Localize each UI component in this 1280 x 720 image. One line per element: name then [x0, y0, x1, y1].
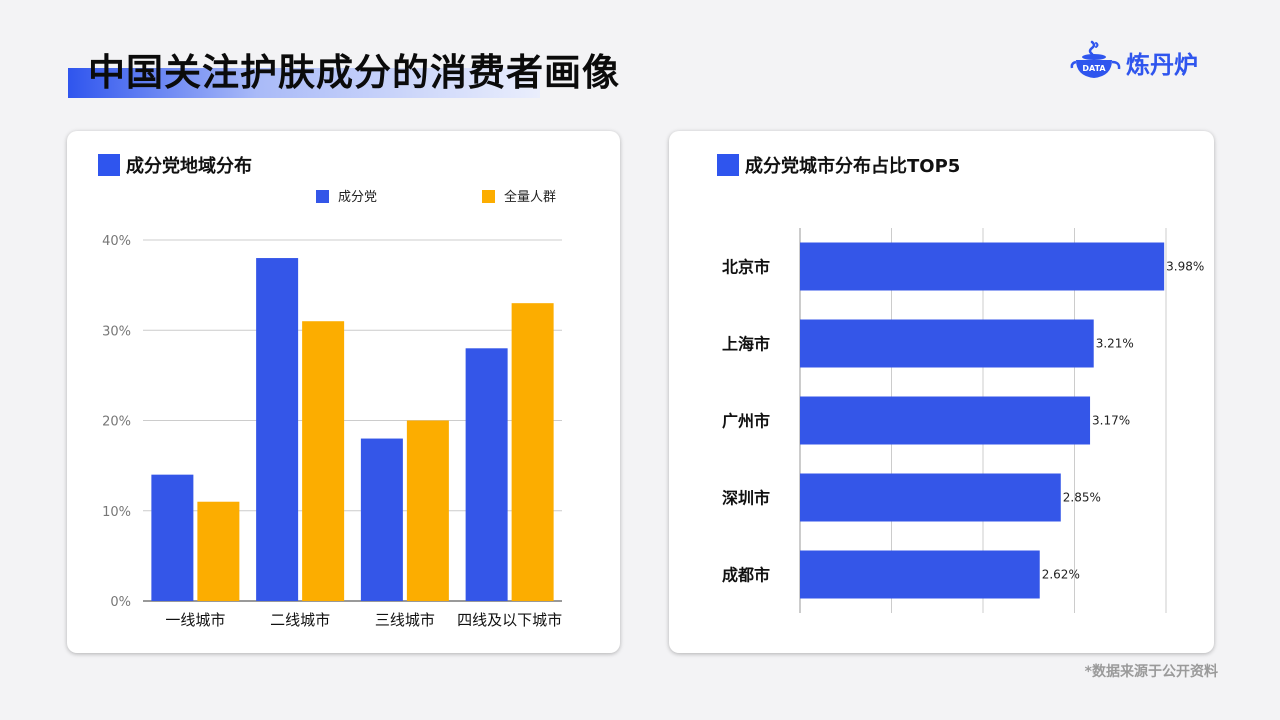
region-bar-chart: 成分党 全量人群 0% 10% 20% 30% 40% 一线城市 二线城市 三线城市 四线及以下城市	[102, 189, 562, 629]
data-label: 3.98%	[1166, 260, 1204, 274]
bar	[800, 396, 1091, 445]
brand-badge: DATA	[1082, 64, 1106, 73]
city-top5-card: 成分党城市分布占比TOP5 北京市 3.98% 上海市 3.21% 广州市 3.17% 深圳…	[669, 131, 1214, 653]
brand-name: 炼丹炉	[1126, 51, 1198, 79]
bar-primary	[256, 258, 299, 601]
x-tick-label: 三线城市	[375, 611, 435, 629]
city-card-heading: 成分党城市分布占比TOP5	[717, 153, 960, 177]
bar	[800, 550, 1040, 599]
bar-primary	[360, 438, 403, 601]
heading-square-icon	[717, 154, 739, 176]
y-tick-label: 30%	[102, 324, 131, 339]
y-category-label: 成都市	[722, 566, 770, 585]
heading-square-icon	[98, 154, 120, 176]
x-tick-label: 一线城市	[165, 611, 225, 629]
y-tick-label: 10%	[102, 505, 131, 520]
city-horizontal-bar-chart: 北京市 3.98% 上海市 3.21% 广州市 3.17% 深圳市 2.85% 成都市 2.62%	[722, 228, 1204, 613]
y-tick-label: 0%	[110, 595, 131, 610]
bar	[800, 319, 1094, 368]
x-tick-label: 四线及以下城市	[457, 611, 562, 629]
y-category-label: 北京市	[722, 258, 770, 277]
y-tick-label: 20%	[102, 415, 131, 430]
page-title: 中国关注护肤成分的消费者画像	[88, 51, 620, 94]
region-card-title: 成分党地域分布	[126, 156, 252, 177]
bar	[800, 242, 1165, 291]
legend-label: 成分党	[338, 190, 377, 205]
y-category-label: 深圳市	[722, 489, 770, 508]
title-highlight-bar	[68, 68, 540, 98]
bar-secondary	[302, 321, 345, 601]
bar-secondary	[197, 501, 240, 601]
bar-secondary	[406, 420, 449, 601]
data-label: 2.62%	[1042, 568, 1080, 582]
data-label: 2.85%	[1063, 491, 1101, 505]
y-category-label: 上海市	[722, 335, 770, 354]
data-label: 3.17%	[1092, 414, 1130, 428]
bar-primary	[465, 348, 508, 601]
alembic-logo-icon: DATA	[1070, 40, 1121, 78]
legend-label: 全量人群	[504, 189, 556, 205]
bar-secondary	[511, 303, 554, 601]
city-card-title: 成分党城市分布占比TOP5	[745, 156, 961, 177]
region-distribution-card: 成分党地域分布 成分党 全量人群 0% 10% 20% 30% 40% 一线城市 二线城市 三线城…	[67, 131, 620, 653]
y-category-label: 广州市	[722, 412, 770, 431]
data-label: 3.21%	[1096, 337, 1134, 351]
data-source-footnote: *数据来源于公开资料	[1084, 664, 1218, 680]
legend-swatch	[482, 190, 495, 203]
bar	[800, 473, 1061, 522]
legend-swatch	[316, 190, 329, 203]
y-tick-label: 40%	[102, 234, 131, 249]
bar-primary	[151, 474, 194, 601]
x-tick-label: 二线城市	[270, 611, 330, 629]
brand-logo: DATA 炼丹炉	[1070, 38, 1220, 82]
region-card-heading: 成分党地域分布	[98, 153, 252, 177]
